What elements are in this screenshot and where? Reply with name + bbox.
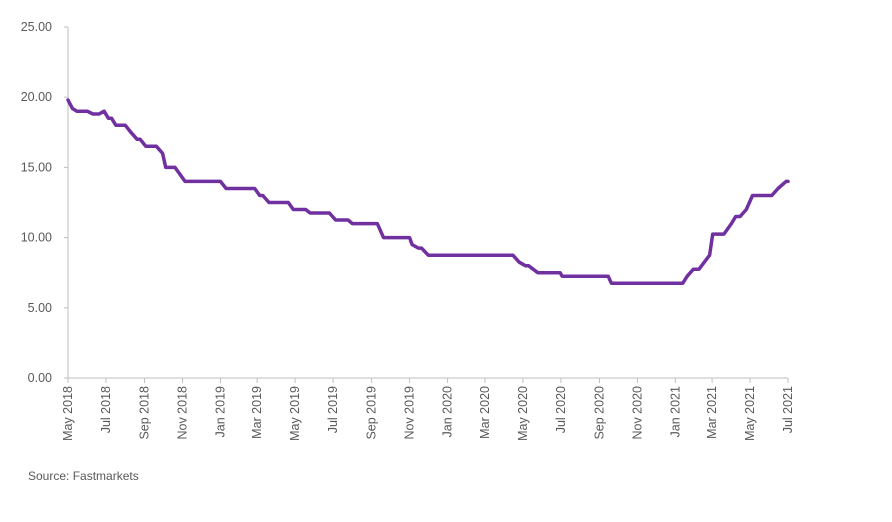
x-tick-label: May 2021 bbox=[743, 386, 757, 441]
x-tick-label: Nov 2019 bbox=[403, 386, 417, 440]
axes bbox=[67, 27, 788, 379]
y-tick-label: 25.00 bbox=[21, 20, 52, 34]
x-tick-label: Jul 2019 bbox=[326, 386, 340, 433]
x-tick-label: Nov 2018 bbox=[176, 386, 190, 440]
y-tick-labels: 0.00 5.00 10.00 15.00 20.00 25.00 bbox=[21, 20, 68, 385]
x-tick-label: Jul 2018 bbox=[99, 386, 113, 433]
x-tick-label: Jan 2021 bbox=[668, 386, 682, 437]
x-tick-label: May 2019 bbox=[288, 386, 302, 441]
price-series-line bbox=[66, 98, 790, 285]
series-group bbox=[66, 98, 790, 285]
x-tick-label: Jul 2020 bbox=[554, 386, 568, 433]
x-tick-label: Mar 2021 bbox=[705, 386, 719, 439]
x-tick-label: Mar 2019 bbox=[250, 386, 264, 439]
y-tick-label: 5.00 bbox=[28, 301, 52, 315]
y-tick-label: 0.00 bbox=[28, 371, 52, 385]
x-tick-labels: May 2018 Jul 2018 Sep 2018 Nov 2018 Jan 2019… bbox=[61, 378, 795, 441]
x-tick-label: Jul 2021 bbox=[781, 386, 795, 433]
x-tick-label: Jan 2019 bbox=[213, 386, 227, 437]
x-tick-label: May 2018 bbox=[61, 386, 75, 441]
x-tick-label: Sep 2020 bbox=[592, 386, 606, 440]
x-tick-label: Mar 2020 bbox=[478, 386, 492, 439]
y-tick-label: 20.00 bbox=[21, 90, 52, 104]
x-tick-label: Sep 2018 bbox=[138, 386, 152, 440]
source-note: Source: Fastmarkets bbox=[28, 469, 139, 483]
x-tick-label: May 2020 bbox=[516, 386, 530, 441]
x-tick-label: Jan 2020 bbox=[441, 386, 455, 437]
x-tick-label: Sep 2019 bbox=[365, 386, 379, 440]
x-tick-label: Nov 2020 bbox=[630, 386, 644, 440]
y-tick-label: 15.00 bbox=[21, 160, 52, 174]
y-tick-label: 10.00 bbox=[21, 231, 52, 245]
